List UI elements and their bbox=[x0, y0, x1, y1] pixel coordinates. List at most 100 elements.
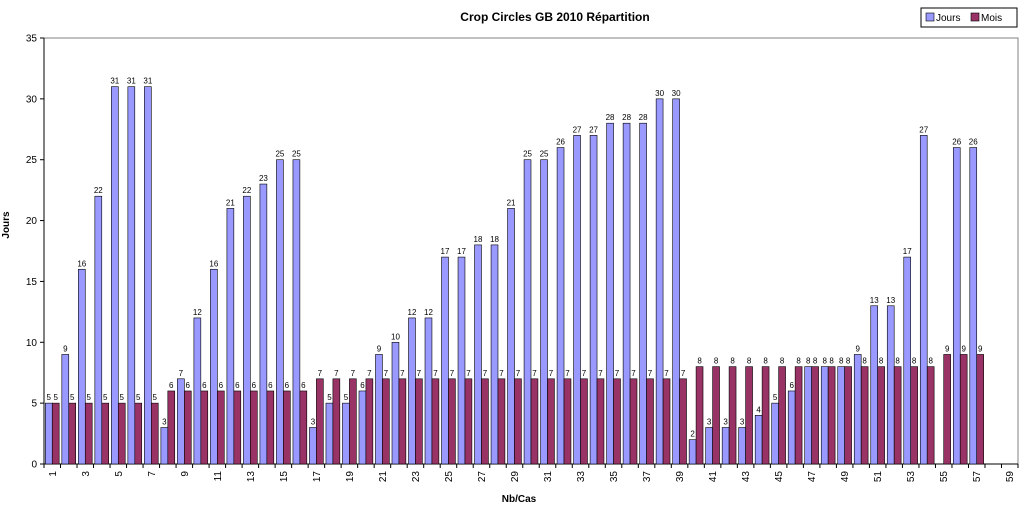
bar-mois bbox=[563, 378, 572, 465]
data-label-mois: 7 bbox=[532, 369, 537, 378]
data-label-jours: 26 bbox=[969, 138, 978, 147]
data-label-mois: 5 bbox=[70, 393, 75, 402]
data-label-jours: 31 bbox=[110, 77, 119, 86]
y-tick-label: 5 bbox=[31, 399, 37, 410]
data-label-jours: 25 bbox=[540, 150, 549, 159]
bar-mois bbox=[893, 366, 902, 465]
x-tick-label: 19 bbox=[345, 471, 356, 483]
legend-label-mois: Mois bbox=[981, 13, 1002, 24]
bar-mois bbox=[134, 402, 143, 465]
data-label-jours: 30 bbox=[672, 89, 681, 98]
data-label-jours: 6 bbox=[360, 381, 365, 390]
bar-jours bbox=[210, 268, 218, 465]
data-label-mois: 6 bbox=[202, 381, 207, 390]
data-label-mois: 7 bbox=[466, 369, 471, 378]
data-label-jours: 25 bbox=[292, 150, 301, 159]
bar-jours bbox=[672, 98, 680, 465]
bar-mois bbox=[464, 378, 473, 465]
data-label-mois: 7 bbox=[681, 369, 686, 378]
x-tick-label: 13 bbox=[246, 471, 257, 483]
data-label-jours: 30 bbox=[655, 89, 664, 98]
bar-jours bbox=[540, 159, 548, 465]
bar-jours bbox=[391, 341, 400, 465]
data-label-mois: 7 bbox=[582, 369, 587, 378]
data-label-mois: 7 bbox=[483, 369, 488, 378]
data-label-mois: 8 bbox=[829, 357, 834, 366]
bar-mois bbox=[679, 378, 687, 465]
x-tick-label: 9 bbox=[180, 471, 191, 477]
bar-jours bbox=[903, 256, 911, 465]
y-tick-label: 20 bbox=[26, 216, 38, 227]
bar-jours bbox=[738, 427, 746, 465]
bar-mois bbox=[530, 378, 539, 465]
data-label-jours: 9 bbox=[63, 344, 68, 353]
data-label-jours: 18 bbox=[490, 235, 499, 244]
bar-jours bbox=[639, 122, 647, 465]
data-label-mois: 5 bbox=[103, 393, 108, 402]
bar-jours bbox=[589, 135, 598, 465]
bar-mois bbox=[844, 366, 852, 465]
data-label-mois: 6 bbox=[219, 381, 224, 390]
data-label-jours: 5 bbox=[773, 393, 778, 402]
bar-mois bbox=[629, 378, 638, 465]
data-label-mois: 8 bbox=[730, 357, 735, 366]
data-label-mois: 7 bbox=[384, 369, 389, 378]
data-label-jours: 28 bbox=[639, 113, 648, 122]
bar-mois bbox=[827, 366, 836, 465]
bar-jours bbox=[45, 402, 53, 465]
bar-mois bbox=[976, 354, 984, 465]
data-label-mois: 6 bbox=[169, 381, 174, 390]
data-label-mois: 5 bbox=[87, 393, 92, 402]
data-label-jours: 5 bbox=[344, 393, 349, 402]
x-tick-label: 15 bbox=[279, 471, 290, 483]
data-label-jours: 10 bbox=[391, 332, 400, 341]
bar-mois bbox=[547, 378, 555, 465]
legend-swatch-mois bbox=[970, 12, 980, 22]
x-tick-label: 29 bbox=[510, 471, 521, 483]
x-tick-label: 1 bbox=[48, 471, 59, 477]
bar-mois bbox=[233, 390, 242, 465]
data-label-mois: 8 bbox=[747, 357, 752, 366]
data-label-mois: 6 bbox=[235, 381, 240, 390]
y-tick-label: 0 bbox=[31, 460, 37, 471]
bar-jours bbox=[705, 427, 713, 465]
bar-jours bbox=[754, 415, 763, 465]
data-label-mois: 8 bbox=[813, 357, 818, 366]
data-label-jours: 28 bbox=[606, 113, 615, 122]
data-label-mois: 7 bbox=[318, 369, 323, 378]
bar-mois bbox=[365, 378, 374, 465]
x-tick-label: 7 bbox=[147, 471, 158, 477]
x-tick-label: 33 bbox=[576, 471, 587, 483]
data-label-mois: 7 bbox=[648, 369, 653, 378]
bar-mois bbox=[117, 402, 126, 465]
data-label-jours: 3 bbox=[162, 417, 167, 426]
bar-jours bbox=[556, 147, 565, 465]
data-label-jours: 9 bbox=[855, 344, 860, 353]
bar-jours bbox=[688, 439, 697, 465]
data-label-jours: 3 bbox=[707, 417, 712, 426]
bar-jours bbox=[61, 354, 70, 465]
data-label-mois: 7 bbox=[400, 369, 405, 378]
bar-mois bbox=[431, 378, 440, 465]
data-label-jours: 17 bbox=[441, 247, 450, 256]
bar-jours bbox=[111, 86, 119, 465]
bar-mois bbox=[596, 378, 605, 465]
bar-mois bbox=[514, 378, 522, 465]
bar-mois bbox=[382, 378, 390, 465]
bar-mois bbox=[811, 366, 819, 465]
data-label-jours: 22 bbox=[242, 186, 251, 195]
data-label-jours: 13 bbox=[870, 296, 879, 305]
x-tick-label: 37 bbox=[642, 471, 653, 483]
data-label-jours: 16 bbox=[209, 259, 218, 268]
y-tick-label: 15 bbox=[26, 277, 38, 288]
x-tick-label: 3 bbox=[81, 471, 92, 477]
data-label-jours: 5 bbox=[47, 393, 52, 402]
bar-jours bbox=[441, 256, 449, 465]
data-label-mois: 8 bbox=[928, 357, 933, 366]
y-tick-label: 25 bbox=[26, 155, 38, 166]
bar-jours bbox=[342, 402, 350, 465]
data-label-mois: 7 bbox=[450, 369, 455, 378]
data-label-jours: 12 bbox=[408, 308, 417, 317]
bar-jours bbox=[523, 159, 532, 465]
bar-mois bbox=[695, 366, 704, 465]
